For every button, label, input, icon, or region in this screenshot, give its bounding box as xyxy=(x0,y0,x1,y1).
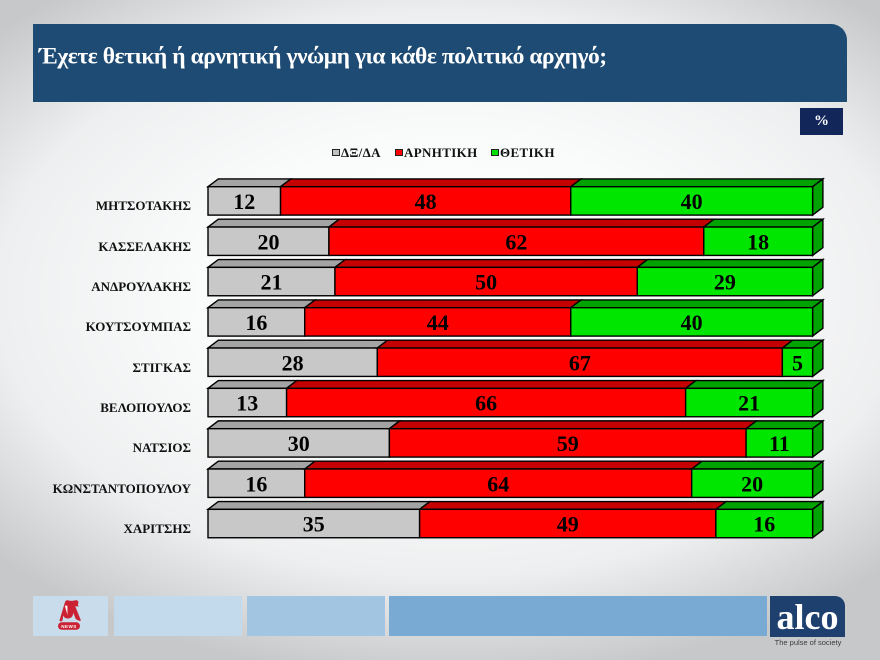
svg-text:49: 49 xyxy=(557,512,579,537)
svg-text:18: 18 xyxy=(747,229,769,254)
svg-text:40: 40 xyxy=(681,189,703,214)
svg-text:30: 30 xyxy=(288,431,310,456)
svg-text:66: 66 xyxy=(475,391,497,416)
svg-text:21: 21 xyxy=(738,391,760,416)
svg-text:59: 59 xyxy=(557,431,579,456)
svg-text:20: 20 xyxy=(741,471,763,496)
svg-text:5: 5 xyxy=(792,350,803,375)
svg-text:50: 50 xyxy=(475,270,497,295)
svg-text:13: 13 xyxy=(236,391,258,416)
svg-text:12: 12 xyxy=(233,189,255,214)
svg-text:28: 28 xyxy=(282,350,304,375)
svg-text:44: 44 xyxy=(427,310,449,335)
svg-text:35: 35 xyxy=(303,512,325,537)
svg-text:62: 62 xyxy=(505,229,527,254)
svg-text:40: 40 xyxy=(681,310,703,335)
svg-text:67: 67 xyxy=(569,350,591,375)
svg-text:NEWS: NEWS xyxy=(61,624,76,629)
svg-text:16: 16 xyxy=(753,512,775,537)
svg-text:48: 48 xyxy=(415,189,437,214)
svg-text:11: 11 xyxy=(769,431,790,456)
svg-text:64: 64 xyxy=(487,471,509,496)
svg-text:16: 16 xyxy=(245,310,267,335)
svg-text:20: 20 xyxy=(257,229,279,254)
svg-text:16: 16 xyxy=(245,471,267,496)
svg-text:21: 21 xyxy=(260,270,282,295)
svg-text:29: 29 xyxy=(714,270,736,295)
